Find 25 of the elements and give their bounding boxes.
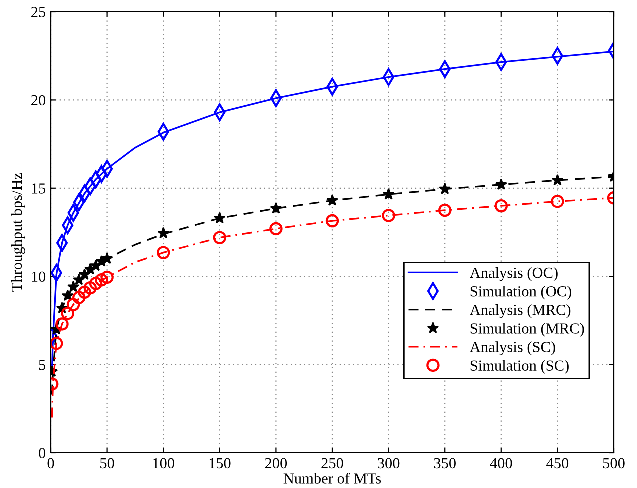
legend-label: Simulation (MRC)	[470, 323, 584, 337]
x-tick-label: 500	[603, 458, 625, 469]
y-tick-label: 5	[39, 360, 46, 370]
x-tick-label: 100	[153, 458, 174, 469]
legend-label: Analysis (MRC)	[470, 304, 571, 318]
x-tick-label: 450	[546, 458, 569, 469]
y-tick-label: 15	[32, 184, 46, 194]
legend-label: Analysis (SC)	[470, 342, 556, 356]
x-tick-label: 50	[100, 458, 114, 469]
x-tick-label: 300	[378, 458, 400, 469]
legend-label: Simulation (SC)	[470, 360, 569, 374]
y-tick-label: 25	[32, 7, 46, 18]
x-tick-label: 200	[265, 458, 288, 469]
legend-label: Analysis (OC)	[470, 267, 558, 282]
x-tick-label: 250	[322, 458, 344, 469]
y-axis-title: Throughput bps/Hz	[11, 173, 26, 292]
legend-label: Simulation (OC)	[470, 286, 572, 300]
y-tick-label: 10	[32, 272, 46, 282]
x-tick-label: 150	[210, 458, 231, 469]
x-tick-label: 350	[434, 458, 456, 469]
x-tick-label: 0	[48, 458, 54, 469]
x-axis-title: Number of MTs	[284, 472, 382, 484]
x-tick-label: 400	[490, 458, 512, 469]
y-tick-label: 0	[39, 448, 46, 458]
y-tick-label: 20	[32, 95, 46, 106]
